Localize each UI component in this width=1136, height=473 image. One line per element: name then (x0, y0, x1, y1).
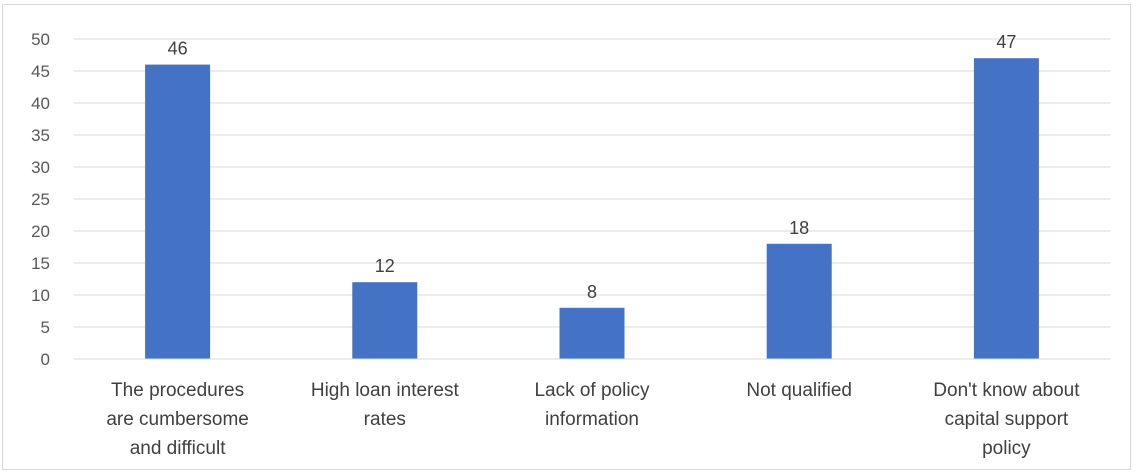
data-label: 18 (789, 218, 809, 238)
y-tick-label: 20 (31, 222, 50, 241)
x-category-label: The procedures are cumbersome and difficul… (106, 380, 249, 459)
y-tick-label: 45 (31, 62, 50, 81)
bar (973, 58, 1039, 359)
bar (559, 307, 625, 359)
data-label: 8 (587, 282, 597, 302)
data-label: 47 (996, 32, 1016, 52)
bar (145, 64, 211, 359)
y-tick-label: 25 (31, 190, 50, 209)
y-tick-label: 5 (41, 318, 50, 337)
bar (766, 243, 832, 359)
y-tick-label: 15 (31, 254, 50, 273)
data-label: 46 (168, 39, 188, 59)
y-tick-label: 10 (31, 286, 50, 305)
y-tick-label: 35 (31, 126, 50, 145)
y-tick-label: 0 (41, 350, 50, 369)
bar (352, 282, 418, 359)
x-category-label: Lack of policy information (534, 380, 650, 430)
x-category-label: Don't know about capital support policy (933, 380, 1080, 459)
y-tick-label: 30 (31, 158, 50, 177)
x-category-label: High loan interest rates (311, 380, 460, 430)
x-category-label: Not qualified (746, 380, 852, 401)
data-label: 12 (375, 256, 395, 276)
y-tick-label: 40 (31, 94, 50, 113)
y-tick-label: 50 (31, 30, 50, 49)
